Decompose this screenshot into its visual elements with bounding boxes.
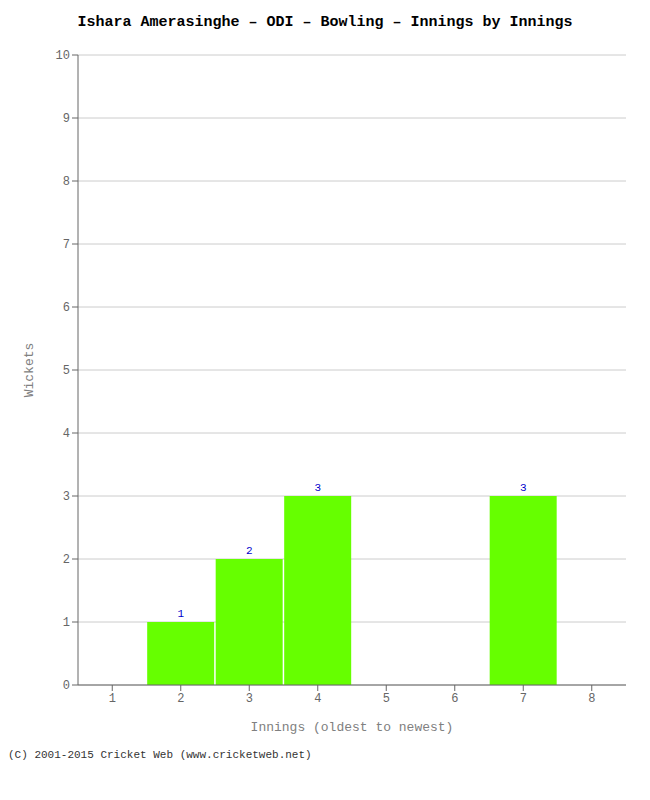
- svg-text:8: 8: [588, 692, 595, 706]
- svg-text:2: 2: [246, 545, 253, 557]
- svg-text:8: 8: [63, 175, 70, 189]
- svg-text:7: 7: [520, 692, 527, 706]
- html-text:Ishara Amerasinghe – ODI – Bow: Ishara Amerasinghe – ODI – Bowling – Inn…: [77, 14, 573, 31]
- svg-text:3: 3: [246, 692, 253, 706]
- svg-text:Innings (oldest to newest): Innings (oldest to newest): [251, 720, 454, 735]
- svg-text:6: 6: [63, 301, 70, 315]
- svg-text:1: 1: [109, 692, 116, 706]
- svg-text:5: 5: [383, 692, 390, 706]
- svg-text:10: 10: [56, 49, 70, 63]
- svg-text:3: 3: [314, 482, 321, 494]
- svg-text:1: 1: [177, 608, 184, 620]
- svg-text:2: 2: [177, 692, 184, 706]
- svg-text:5: 5: [63, 364, 70, 378]
- svg-text:4: 4: [63, 427, 70, 441]
- svg-text:1: 1: [63, 616, 70, 630]
- svg-text:Wickets: Wickets: [22, 343, 37, 398]
- svg-text:6: 6: [451, 692, 458, 706]
- svg-text:0: 0: [63, 679, 70, 693]
- html-text:(C) 2001-2015 Cricket Web (www: (C) 2001-2015 Cricket Web (www.cricketwe…: [8, 749, 312, 761]
- svg-text:9: 9: [63, 112, 70, 126]
- svg-text:3: 3: [63, 490, 70, 504]
- svg-text:7: 7: [63, 238, 70, 252]
- svg-text:4: 4: [314, 692, 321, 706]
- svg-text:2: 2: [63, 553, 70, 567]
- svg-text:3: 3: [520, 482, 527, 494]
